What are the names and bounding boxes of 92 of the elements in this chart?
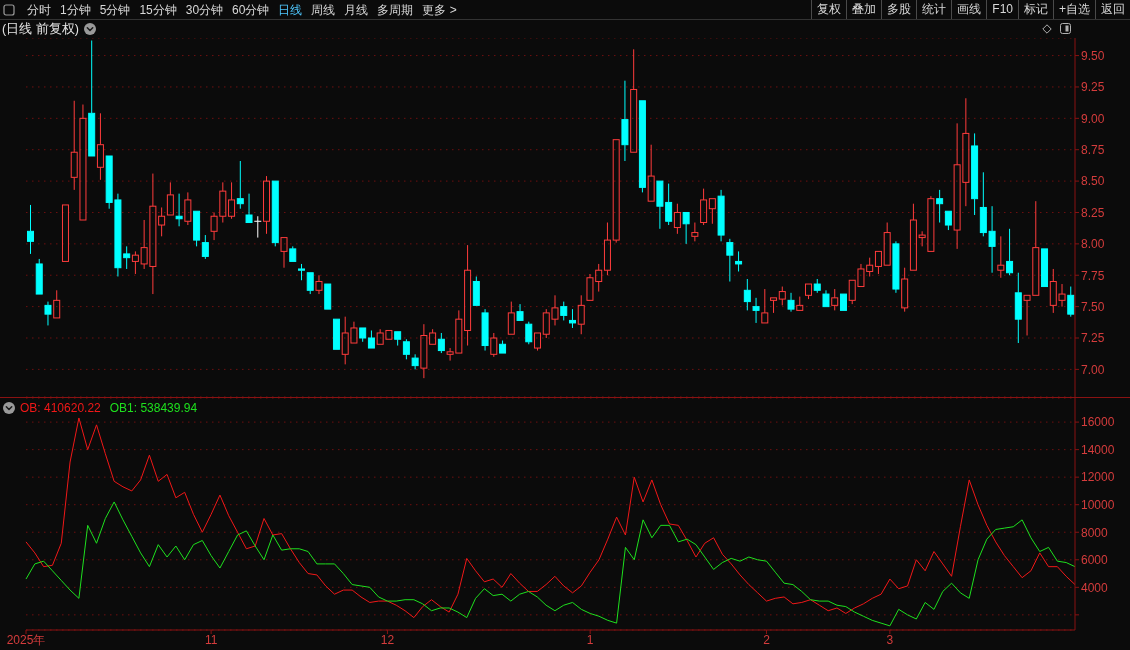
text: 分时 [27, 3, 51, 17]
y-tick-label: 9.25 [1081, 80, 1105, 95]
candlestick [332, 318, 340, 350]
candlestick [507, 301, 515, 335]
candlestick [892, 240, 900, 294]
candlestick [175, 193, 183, 227]
candlestick [822, 289, 830, 308]
y-tick-label: 12000 [1081, 470, 1115, 485]
candlestick [394, 331, 402, 347]
candlestick [166, 181, 174, 216]
line-series [25, 501, 1076, 627]
text: 月线 [344, 3, 369, 17]
y-tick-label: 9.50 [1081, 48, 1105, 63]
candlestick [1014, 272, 1022, 344]
y-tick-label: 8.00 [1081, 237, 1105, 252]
x-tick-label: 1 [586, 632, 594, 647]
candlestick [971, 132, 979, 216]
y-tick-label: 7.25 [1081, 331, 1105, 346]
candlestick [752, 297, 760, 324]
chart-title: (日线 前复权) [2, 21, 79, 37]
candlestick [315, 274, 323, 295]
y-tick-label: 6000 [1081, 553, 1109, 568]
text: 返回 [1095, 0, 1130, 19]
text: 30分钟 [185, 3, 224, 17]
y-tick-label: 16000 [1081, 415, 1115, 430]
candlestick [254, 215, 262, 239]
candlestick [909, 203, 917, 271]
y-tick-label: 8.25 [1081, 205, 1105, 220]
candlestick [280, 237, 288, 269]
candlestick [883, 222, 891, 266]
x-tick-label: 3 [886, 632, 894, 647]
candlestick [839, 293, 847, 311]
y-tick-label: 14000 [1081, 442, 1115, 457]
series-label: OB: 410620.22 [20, 401, 101, 415]
text: 标记 [1017, 0, 1053, 19]
candlestick [708, 198, 716, 225]
text: OB1: 538439.94 [109, 401, 198, 415]
text: 日线 [278, 3, 303, 17]
candlestick [630, 48, 638, 153]
candlestick [472, 276, 480, 306]
candlestick [770, 297, 778, 314]
x-tick-label: 12 [380, 632, 395, 647]
candlestick [53, 289, 61, 319]
text: 1分钟 [60, 3, 91, 17]
candlestick [88, 40, 96, 157]
y-tick-label: 4000 [1081, 580, 1109, 595]
text: 多周期 [377, 3, 414, 17]
candlestick [236, 160, 244, 210]
x-tick-label: 2025年 [6, 632, 46, 647]
y-tick-label: 8000 [1081, 525, 1109, 540]
candlestick [761, 288, 769, 324]
candlestick [96, 112, 104, 181]
candlestick [481, 308, 489, 352]
y-tick-label: 7.00 [1081, 362, 1105, 377]
candlestick [516, 303, 524, 321]
text: 周线 [311, 3, 336, 17]
x-tick-label: 2 [763, 632, 771, 647]
text: 15分钟 [139, 3, 177, 17]
x-tick-label: 11 [204, 632, 218, 647]
text: 统计 [916, 0, 952, 19]
y-tick-label: 8.50 [1081, 174, 1105, 189]
candlestick [184, 191, 192, 226]
text: 更多 > [422, 3, 457, 17]
line-series [25, 417, 1076, 619]
candlestick [245, 193, 253, 224]
y-tick-label: 7.50 [1081, 299, 1105, 314]
text: 60分钟 [232, 3, 270, 17]
candlestick [691, 222, 699, 242]
text: F10 [986, 0, 1018, 19]
text: +自选 [1052, 0, 1095, 19]
y-tick-label: 9.00 [1081, 111, 1105, 126]
candlestick [27, 204, 34, 255]
candlestick [682, 211, 690, 245]
y-tick-label: 7.75 [1081, 268, 1105, 283]
candlestick [787, 292, 795, 313]
candlestick [647, 144, 655, 202]
candlestick [44, 301, 52, 326]
text: 画线 [951, 0, 987, 19]
text: 叠加 [846, 0, 882, 19]
candlestick [324, 283, 332, 310]
candlestick [411, 353, 419, 370]
candlestick [621, 80, 629, 162]
candlestick [577, 294, 585, 335]
candlestick [61, 204, 69, 262]
y-tick-label: 8.75 [1081, 142, 1105, 157]
text: 5分钟 [99, 3, 131, 17]
text: 复权 [811, 0, 847, 19]
candlestick [1041, 248, 1049, 288]
y-tick-label: 10000 [1081, 497, 1115, 512]
candlestick [464, 244, 472, 347]
candlestick [717, 189, 725, 242]
text: 多股 [881, 0, 917, 19]
